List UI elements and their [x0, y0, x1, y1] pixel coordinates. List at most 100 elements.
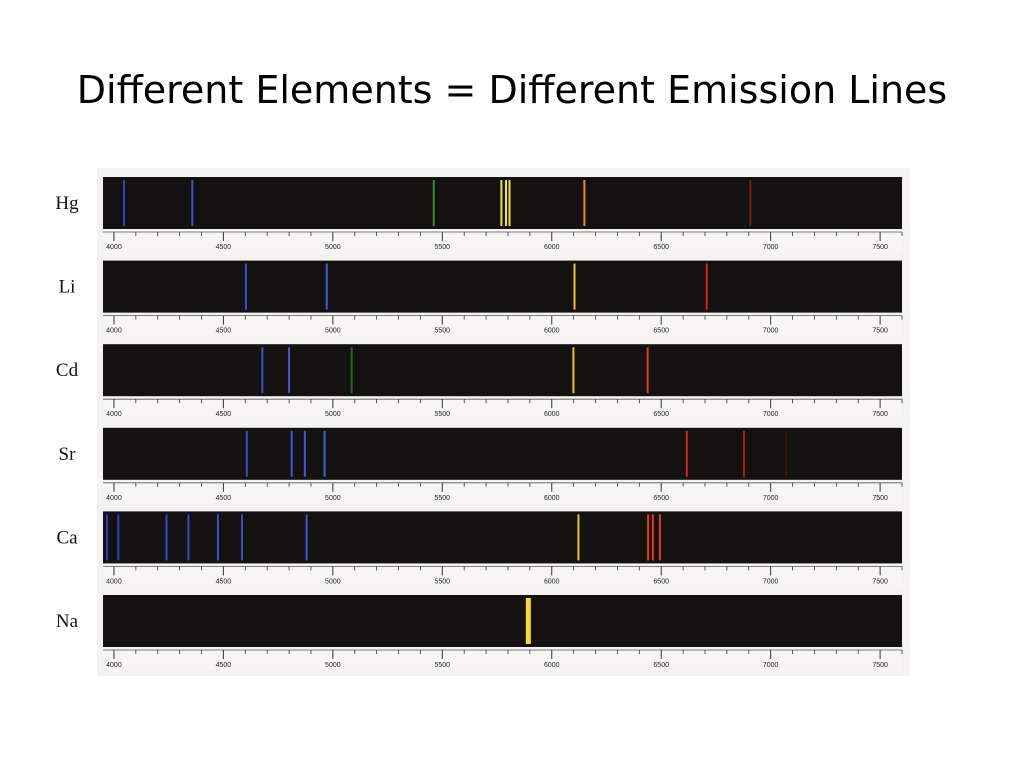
spectrum-row-na: Na 4000 4500 5000 5500 6000 6500 7000 7500 [56, 595, 903, 671]
spectra-chart: Hg 4000 4500 5000 5500 6000 6500 7000 7500 Li 4000… [55, 177, 903, 671]
emission-line [123, 180, 126, 226]
emission-line [216, 514, 219, 561]
tick-label: 6000 [544, 411, 560, 418]
emission-line [323, 430, 326, 477]
wavelength-ruler [103, 398, 902, 421]
emission-line [658, 514, 661, 561]
element-label: Hg [55, 193, 79, 214]
slide-title: Different Elements = Different Emission … [76, 68, 948, 112]
spectrum-row-li: Li 4000 4500 5000 5500 6000 6500 7000 7500 [59, 260, 903, 337]
tick-label: 5500 [435, 411, 451, 418]
emission-line [646, 347, 649, 394]
tick-label: 4000 [106, 328, 122, 335]
tick-label: 4500 [216, 662, 232, 669]
emission-line [305, 514, 308, 561]
tick-label: 5000 [325, 411, 341, 418]
tick-label: 7000 [763, 662, 779, 669]
emission-line [191, 180, 194, 226]
tick-label: 4500 [216, 578, 232, 585]
emission-line [577, 514, 580, 561]
tick-label: 5000 [325, 578, 341, 585]
tick-label: 7500 [872, 411, 888, 418]
emission-line [784, 430, 787, 477]
tick-label: 4000 [106, 495, 122, 502]
tick-label: 7500 [872, 244, 888, 251]
wavelength-ruler [103, 231, 902, 253]
tick-label: 7000 [763, 495, 779, 502]
emission-line [244, 263, 247, 310]
emission-line [525, 598, 531, 644]
emission-line [749, 180, 752, 226]
spectra-rows: Hg 4000 4500 5000 5500 6000 6500 7000 7500 Li 4000… [55, 177, 903, 671]
element-label: Ca [56, 527, 78, 548]
emission-line [165, 514, 168, 561]
emission-line [245, 430, 248, 477]
element-label: Cd [56, 360, 79, 381]
tick-label: 6500 [653, 495, 669, 502]
emission-line [742, 430, 745, 477]
tick-label: 7500 [872, 662, 888, 669]
emission-line [350, 347, 353, 394]
tick-label: 6500 [653, 411, 669, 418]
spectrum-row-cd: Cd 4000 4500 5000 5500 6000 6500 7000 7500 [56, 344, 903, 421]
tick-label: 6500 [653, 244, 669, 251]
emission-line [500, 180, 503, 226]
element-label: Sr [59, 444, 77, 465]
emission-line [705, 263, 708, 310]
emission-line [505, 180, 508, 226]
spectrum-strip [103, 511, 902, 564]
tick-label: 5500 [435, 328, 451, 335]
tick-label: 5000 [325, 662, 341, 669]
tick-label: 7500 [872, 578, 888, 585]
tick-label: 5000 [325, 244, 341, 251]
wavelength-ruler [103, 314, 902, 337]
wavelength-ruler [103, 565, 902, 588]
tick-label: 4000 [106, 244, 122, 251]
emission-line [325, 263, 328, 310]
tick-label: 6500 [653, 328, 669, 335]
emission-line [508, 180, 511, 226]
emission-line [117, 514, 120, 561]
emission-line [105, 514, 108, 561]
tick-label: 6000 [544, 328, 560, 335]
emission-line [290, 430, 293, 477]
tick-label: 5000 [325, 495, 341, 502]
spectrum-row-sr: Sr 4000 4500 5000 5500 6000 6500 7000 7500 [59, 427, 903, 504]
tick-label: 5500 [435, 244, 451, 251]
tick-label: 5000 [325, 328, 341, 335]
tick-label: 4500 [216, 411, 232, 418]
emission-line [651, 514, 654, 561]
tick-label: 4000 [106, 578, 122, 585]
tick-label: 5500 [435, 662, 451, 669]
wavelength-ruler [103, 481, 902, 504]
emission-line [187, 514, 190, 561]
tick-label: 7000 [763, 578, 779, 585]
spectrum-row-ca: Ca 4000 4500 5000 5500 6000 6500 7000 7500 [56, 511, 903, 588]
tick-label: 6500 [653, 578, 669, 585]
tick-label: 7000 [763, 411, 779, 418]
emission-line [685, 430, 688, 477]
tick-label: 4000 [106, 411, 122, 418]
tick-label: 6000 [544, 662, 560, 669]
tick-label: 6000 [544, 578, 560, 585]
emission-line [241, 514, 244, 561]
tick-label: 4500 [216, 328, 232, 335]
spectrum-strip [103, 595, 902, 647]
tick-label: 4000 [106, 662, 122, 669]
emission-line [303, 430, 306, 477]
spectrum-strip [103, 177, 902, 229]
tick-label: 7500 [872, 495, 888, 502]
emission-line [573, 263, 576, 310]
tick-label: 7500 [872, 328, 888, 335]
tick-label: 5500 [435, 578, 451, 585]
element-label: Na [56, 611, 79, 632]
spectra-figure: Hg 4000 4500 5000 5500 6000 6500 7000 7500 Li 4000… [55, 168, 910, 676]
tick-label: 6000 [544, 495, 560, 502]
tick-label: 6500 [653, 662, 669, 669]
emission-line [572, 347, 575, 394]
tick-label: 5500 [435, 495, 451, 502]
tick-label: 4500 [216, 244, 232, 251]
tick-label: 6000 [544, 244, 560, 251]
spectrum-strip [103, 427, 902, 480]
tick-label: 4500 [216, 495, 232, 502]
